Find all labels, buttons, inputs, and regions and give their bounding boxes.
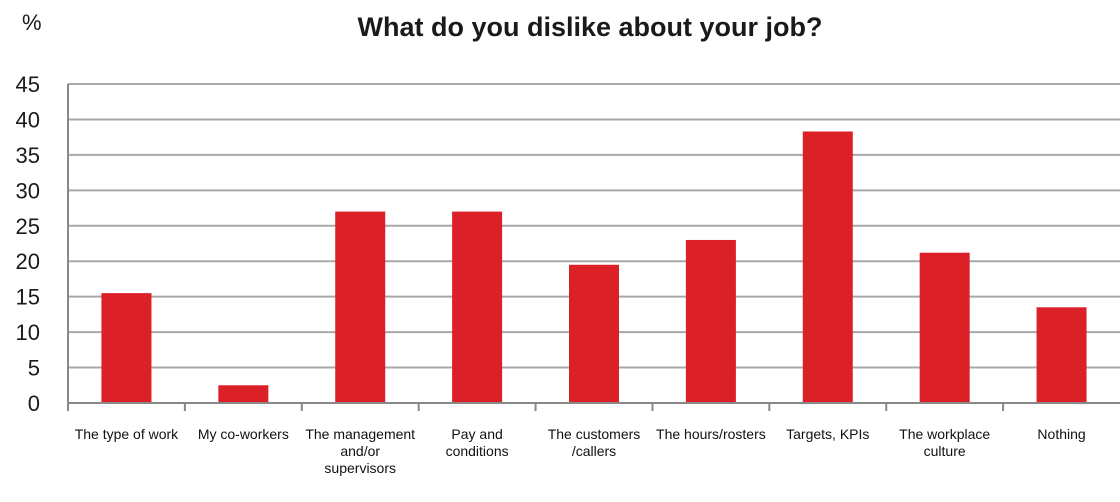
x-tick-label: The customers/callers <box>548 426 641 459</box>
chart-title: What do you dislike about your job? <box>358 12 823 42</box>
bar <box>802 131 853 404</box>
x-tick-label: The type of work <box>75 426 179 442</box>
x-tick-label-line: My co-workers <box>198 426 289 442</box>
x-tick-label-line: /callers <box>572 443 616 459</box>
bar <box>335 211 386 403</box>
y-tick-label: 0 <box>28 391 40 416</box>
x-tick-label-line: The type of work <box>75 426 179 442</box>
x-tick-label-line: supervisors <box>324 460 396 476</box>
bar <box>218 385 269 403</box>
x-tick-label-line: culture <box>924 443 966 459</box>
x-tick-label-line: The management <box>305 426 415 442</box>
x-tick-label: The hours/rosters <box>656 426 766 442</box>
y-tick-label: 10 <box>16 320 40 345</box>
y-tick-label: 5 <box>28 356 40 381</box>
x-tick-label: The workplace culture <box>899 426 990 459</box>
x-tick-label-line: Nothing <box>1037 426 1085 442</box>
bar <box>452 211 503 403</box>
axes <box>67 84 1120 411</box>
x-tick-label-line: The workplace <box>899 426 990 442</box>
x-tick-label-line: conditions <box>446 443 509 459</box>
y-tick-label: 15 <box>16 285 40 310</box>
x-tick-label-line: The customers <box>548 426 641 442</box>
x-tick-label: Pay and conditions <box>446 426 509 459</box>
y-tick-label: 45 <box>16 72 40 97</box>
bar <box>685 239 736 403</box>
y-tick-label: 35 <box>16 143 40 168</box>
bars <box>101 131 1087 404</box>
y-tick-label: 40 <box>16 107 40 132</box>
x-tick-label-line: The hours/rosters <box>656 426 766 442</box>
x-tick-label: Targets, KPIs <box>786 426 869 442</box>
x-tick-label-line: and/or <box>340 443 380 459</box>
x-tick-label-line: Targets, KPIs <box>786 426 869 442</box>
x-tick-label: The management and/or supervisors <box>305 426 415 476</box>
y-tick-label: 20 <box>16 249 40 274</box>
x-tick-label-line: Pay and <box>451 426 502 442</box>
bar <box>919 252 970 403</box>
bar <box>1036 307 1087 403</box>
bar <box>101 293 152 403</box>
bar <box>569 264 619 403</box>
x-tick-label: Nothing <box>1037 426 1085 442</box>
y-unit-label: % <box>22 10 42 35</box>
y-tick-label: 25 <box>16 214 40 239</box>
y-tick-label: 30 <box>16 178 40 203</box>
gridlines <box>68 83 1120 369</box>
x-axis-ticks: The type of work My co-workers The managem… <box>75 426 1086 476</box>
y-axis-ticks: 0 5 10 15 20 25 30 35 40 45 <box>16 72 40 416</box>
x-tick-label: My co-workers <box>198 426 289 442</box>
